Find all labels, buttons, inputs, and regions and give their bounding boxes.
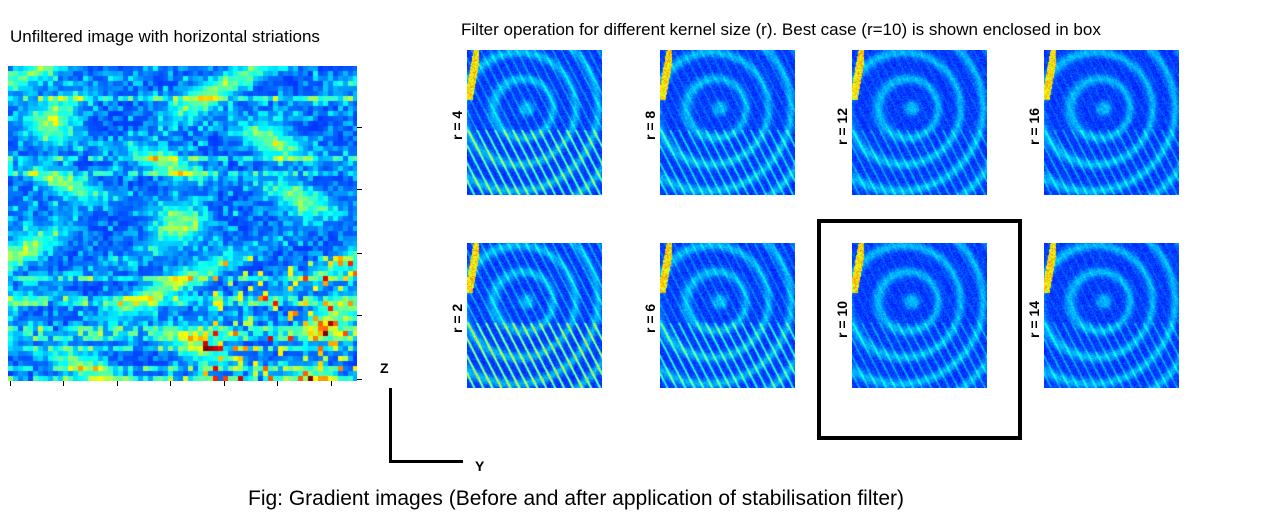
panel-r16 bbox=[1044, 50, 1179, 195]
unfiltered-gradient-image bbox=[8, 66, 357, 381]
right-tick bbox=[357, 253, 362, 254]
right-tick bbox=[357, 315, 362, 316]
panel-r4-image bbox=[467, 50, 602, 195]
panel-r2-label: r = 2 bbox=[449, 303, 465, 333]
panel-r16-image bbox=[1044, 50, 1179, 195]
bottom-tick bbox=[10, 381, 11, 386]
panel-r4 bbox=[467, 50, 602, 195]
axis-y-line bbox=[389, 460, 463, 463]
panel-r14-label: r = 14 bbox=[1026, 301, 1042, 338]
panel-r12-image bbox=[852, 50, 987, 195]
figure-caption: Fig: Gradient images (Before and after a… bbox=[248, 487, 904, 510]
bottom-tick bbox=[117, 381, 118, 386]
bottom-tick bbox=[170, 381, 171, 386]
bottom-tick bbox=[224, 381, 225, 386]
bottom-tick bbox=[331, 381, 332, 386]
panel-r14 bbox=[1044, 243, 1179, 388]
panel-r14-image bbox=[1044, 243, 1179, 388]
panel-r10 bbox=[852, 243, 987, 388]
panel-r12 bbox=[852, 50, 987, 195]
panel-r6 bbox=[660, 243, 795, 388]
axis-y-label: Y bbox=[475, 458, 485, 474]
panel-r10-image bbox=[852, 243, 987, 388]
bottom-tick bbox=[63, 381, 64, 386]
panel-r2-image bbox=[467, 243, 602, 388]
panel-r8-label: r = 8 bbox=[642, 110, 658, 140]
filter-panels-title: Filter operation for different kernel si… bbox=[461, 20, 1101, 39]
axis-z-label: Z bbox=[380, 360, 389, 376]
best-case-box bbox=[817, 219, 1022, 440]
panel-r6-label: r = 6 bbox=[642, 303, 658, 333]
axis-z-line bbox=[389, 388, 392, 462]
right-tick bbox=[357, 189, 362, 190]
panel-r6-image bbox=[660, 243, 795, 388]
bottom-tick bbox=[277, 381, 278, 386]
panel-r2 bbox=[467, 243, 602, 388]
panel-r16-label: r = 16 bbox=[1026, 108, 1042, 145]
panel-r8 bbox=[660, 50, 795, 195]
right-tick bbox=[357, 127, 362, 128]
panel-r4-label: r = 4 bbox=[449, 110, 465, 140]
panel-r12-label: r = 12 bbox=[834, 108, 850, 145]
unfiltered-image-title: Unfiltered image with horizontal striati… bbox=[10, 27, 320, 46]
right-tick bbox=[357, 379, 362, 380]
panel-r8-image bbox=[660, 50, 795, 195]
